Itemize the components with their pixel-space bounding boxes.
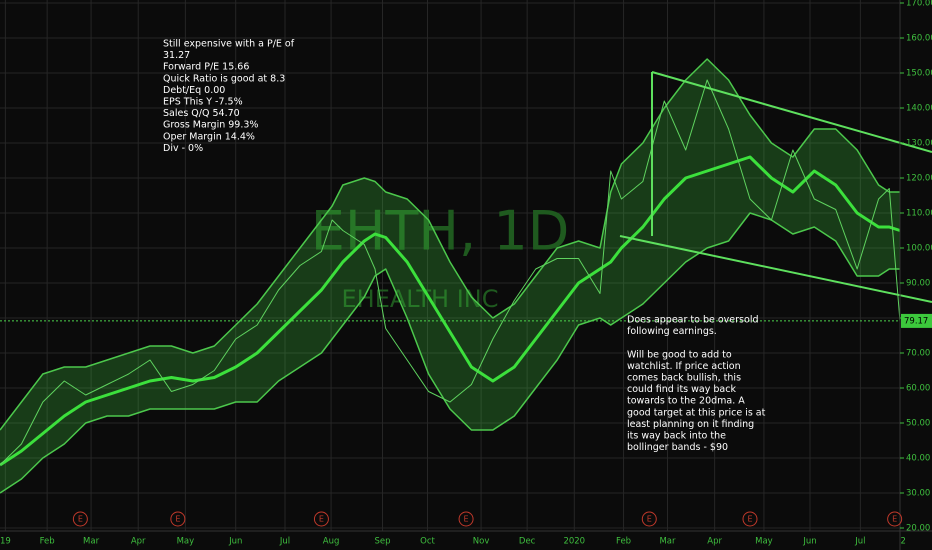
annotation-line: Will be good to add to — [627, 349, 732, 360]
y-tick-label: 30.00 — [906, 489, 930, 499]
earnings-label: E — [175, 515, 180, 524]
x-tick-label: May — [755, 537, 773, 547]
annotation-line: comes back bullish, this — [627, 373, 741, 384]
y-tick-label: 40.00 — [906, 454, 930, 464]
annotation-line: watchlist. If price action — [627, 361, 741, 372]
y-tick-label: 70.00 — [906, 349, 930, 359]
annotation-line: its way back into the — [627, 431, 726, 442]
last-price-label: 79.17 — [904, 316, 928, 326]
annotation-line: Gross Margin 99.3% — [163, 120, 258, 131]
y-tick-label: 140.00 — [906, 104, 932, 114]
x-tick-label: Apr — [707, 537, 722, 547]
y-tick-label: 100.00 — [906, 244, 932, 254]
annotation-line: Still expensive with a P/E of — [163, 39, 295, 50]
y-tick-label: 20.00 — [906, 524, 930, 534]
x-tick-label: Sep — [374, 537, 390, 547]
earnings-marker — [742, 511, 758, 527]
annotation-line: could find its way back — [627, 384, 736, 395]
annotation-line: following earnings. — [627, 326, 717, 337]
x-tick-label: Feb — [616, 537, 631, 547]
x-tick-label: Jul — [279, 537, 290, 547]
x-tick-label: 19 — [0, 537, 11, 547]
earnings-marker — [887, 511, 903, 527]
annotation-line: 31.27 — [163, 50, 190, 61]
x-tick-label: Jun — [802, 537, 816, 547]
annotation-line: EPS This Y -7.5% — [163, 97, 243, 108]
y-tick-label: 110.00 — [906, 209, 932, 219]
earnings-label: E — [747, 515, 752, 524]
y-tick-label: 60.00 — [906, 384, 930, 394]
annotation-line: Debt/Eq 0.00 — [163, 85, 225, 96]
x-tick-label: 2 — [901, 537, 906, 547]
x-tick-label: Oct — [420, 537, 435, 547]
earnings-marker — [458, 511, 474, 527]
annotation-line: Oper Margin 14.4% — [163, 131, 255, 142]
annotation-line: Forward P/E 15.66 — [163, 62, 249, 73]
last-price-box — [901, 313, 932, 328]
earnings-marker — [170, 511, 186, 527]
earnings-label: E — [319, 515, 324, 524]
earnings-label: E — [647, 515, 652, 524]
x-tick-label: Mar — [83, 537, 100, 547]
y-tick-label: 170.00 — [906, 0, 932, 9]
y-tick-label: 90.00 — [906, 279, 930, 289]
x-tick-label: Nov — [473, 537, 490, 547]
annotation-line: Does appear to be oversold — [627, 315, 758, 326]
channel-bottom — [619, 235, 932, 303]
x-tick-label: May — [177, 537, 195, 547]
annotation-line: towards to the 20dma. A — [627, 396, 745, 407]
y-tick-label: 50.00 — [906, 419, 930, 429]
series-line — [0, 58, 900, 431]
y-tick-label: 130.00 — [906, 139, 932, 149]
series-line — [0, 155, 901, 467]
annotation-line: Div - 0% — [163, 143, 203, 154]
annotation-line: Quick Ratio is good at 8.3 — [163, 73, 285, 84]
earnings-label: E — [464, 515, 469, 524]
x-tick-label: 2020 — [563, 537, 585, 547]
annotation-line: bollinger bands - $90 — [627, 442, 728, 453]
x-tick-label: Dec — [519, 537, 536, 547]
earnings-label: E — [78, 515, 83, 524]
series-line — [0, 79, 901, 466]
y-tick-label: 160.00 — [906, 34, 932, 44]
channel-top — [651, 71, 932, 153]
earnings-label: E — [892, 515, 897, 524]
x-tick-label: Mar — [659, 537, 676, 547]
x-tick-label: Apr — [131, 537, 146, 547]
x-tick-label: Feb — [40, 537, 55, 547]
earnings-marker — [641, 511, 657, 527]
annotation-line: least planning on it finding — [627, 419, 754, 430]
earnings-marker — [72, 511, 88, 527]
x-tick-label: Aug — [323, 537, 340, 547]
annotation-line: Sales Q/Q 54.70 — [163, 108, 240, 119]
x-tick-label: Jun — [228, 537, 242, 547]
series-line — [0, 212, 900, 494]
earnings-marker — [313, 511, 329, 527]
bollinger-band-fill — [0, 59, 900, 493]
annotation-line: good target at this price is at — [627, 407, 766, 418]
y-tick-label: 120.00 — [906, 174, 932, 184]
y-tick-label: 150.00 — [906, 69, 932, 79]
x-tick-label: Jul — [854, 537, 865, 547]
